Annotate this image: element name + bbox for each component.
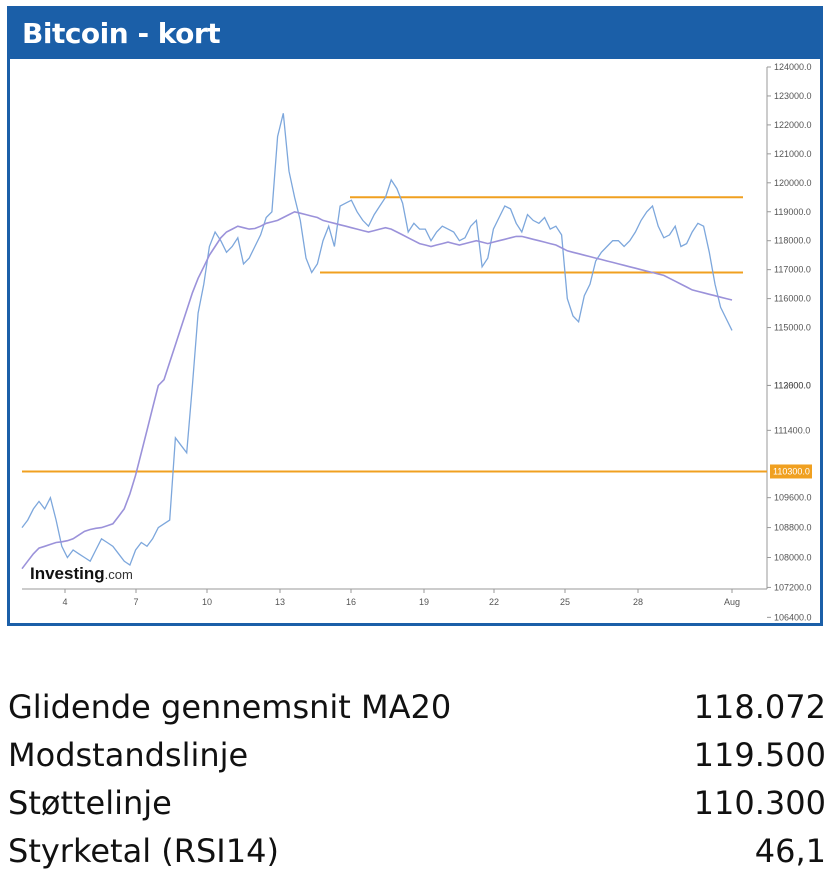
y-tick-label: 116000.0 <box>774 294 811 304</box>
y-tick-label: 121000.0 <box>774 149 812 159</box>
stat-label: Modstandslinje <box>8 736 249 774</box>
y-tick-label: 109600.0 <box>774 493 812 503</box>
stat-value: 110.300 <box>693 784 826 822</box>
x-tick-label: Aug <box>724 597 740 607</box>
y-tick-label: 115000.0 <box>774 323 811 333</box>
y-tick-label: 117000.0 <box>774 265 811 275</box>
x-tick-label: 10 <box>202 597 212 607</box>
y-tick-label: 108000.0 <box>774 553 812 563</box>
y-tick-label: 118000.0 <box>774 236 811 246</box>
x-tick-label: 22 <box>489 597 499 607</box>
stat-label: Styrketal (RSI14) <box>8 832 279 870</box>
y-tick-label: 107200.0 <box>774 582 812 592</box>
chart-panel: Bitcoin - kort 124000.0 123000.0 122000.0 1… <box>7 6 823 626</box>
x-tick-label: 4 <box>62 597 67 607</box>
x-tick-label: 7 <box>133 597 138 607</box>
y-tick-label: 124000.0 <box>774 62 812 72</box>
x-tick-label: 13 <box>275 597 285 607</box>
y-tick-label: 112600.0 <box>774 380 811 390</box>
stat-row-rsi: Styrketal (RSI14) 46,1 <box>8 832 826 880</box>
stats-table: Glidende gennemsnit MA20 118.072 Modstan… <box>8 688 826 880</box>
stat-label: Støttelinje <box>8 784 172 822</box>
stat-row-ma20: Glidende gennemsnit MA20 118.072 <box>8 688 826 736</box>
stat-label: Glidende gennemsnit MA20 <box>8 688 452 726</box>
y-tick-label: 119000.0 <box>774 207 811 217</box>
y-tick-label: 123000.0 <box>774 91 812 101</box>
price-chart: 124000.0 123000.0 122000.0 121000.0 120000.0… <box>21 62 812 622</box>
y-tick-label: 108800.0 <box>774 523 812 533</box>
x-tick-label: 16 <box>346 597 356 607</box>
stat-row-resistance: Modstandslinje 119.500 <box>8 736 826 784</box>
stat-row-support: Støttelinje 110.300 <box>8 784 826 832</box>
stat-value: 46,1 <box>754 832 826 870</box>
y-tick-label: 113000.0 <box>774 380 811 390</box>
stat-value: 119.500 <box>693 736 826 774</box>
panel-header: Bitcoin - kort <box>10 9 820 59</box>
x-tick-label: 25 <box>560 597 570 607</box>
price-line <box>21 113 733 566</box>
support-price-tag-label: 110300.0 <box>773 466 810 476</box>
chart-area: 124000.0 123000.0 122000.0 121000.0 120000.0… <box>10 59 820 623</box>
support-price-tag <box>770 464 812 479</box>
x-tick-label: 19 <box>419 597 429 607</box>
stat-value: 118.072 <box>693 688 826 726</box>
ma20-line <box>21 210 733 570</box>
panel-title: Bitcoin - kort <box>22 17 221 50</box>
investing-logo: Investing.com <box>30 564 133 583</box>
x-tick-label: 28 <box>633 597 643 607</box>
y-tick-label: 106400.0 <box>774 612 812 622</box>
y-tick-label: 122000.0 <box>774 120 812 130</box>
y-tick-label: 120000.0 <box>774 178 812 188</box>
y-tick-label: 111400.0 <box>774 425 810 435</box>
